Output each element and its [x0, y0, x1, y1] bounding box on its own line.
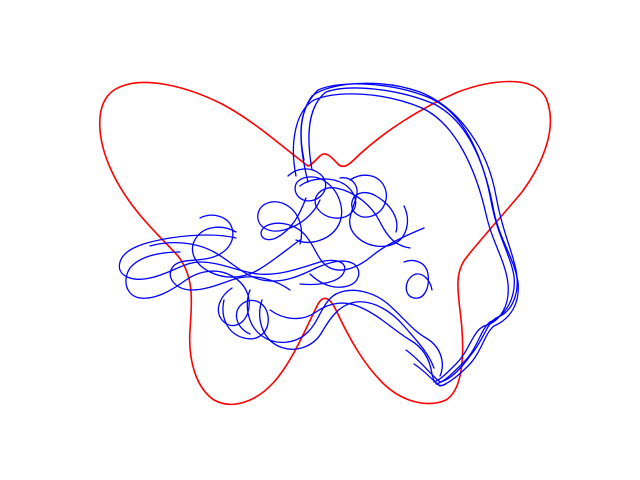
- blue-strand-8: [339, 177, 409, 247]
- blue-strand-20: [349, 174, 398, 233]
- red-outline-curve: [99, 80, 552, 406]
- blue-strand-12: [149, 242, 360, 288]
- blue-strand-19: [257, 199, 321, 245]
- blue-strand-17: [403, 259, 433, 299]
- blue-strand-3: [308, 87, 519, 387]
- blue-strand-9: [118, 234, 346, 286]
- blue-strand-2: [300, 83, 515, 385]
- blue-strand-15: [222, 299, 269, 340]
- blue-strand-14: [259, 299, 435, 369]
- blue-strand-6: [299, 178, 411, 249]
- blue-strand-11: [169, 214, 291, 291]
- blue-strand-7: [260, 197, 425, 271]
- blue-strand-1: [300, 82, 518, 383]
- blue-strand-16: [269, 302, 447, 387]
- blue-strand-4: [292, 93, 509, 383]
- blue-strand-13: [246, 289, 443, 377]
- blue-strand-18: [191, 226, 301, 278]
- blue-scribble-curves: [118, 82, 519, 387]
- blue-strand-5: [287, 168, 343, 243]
